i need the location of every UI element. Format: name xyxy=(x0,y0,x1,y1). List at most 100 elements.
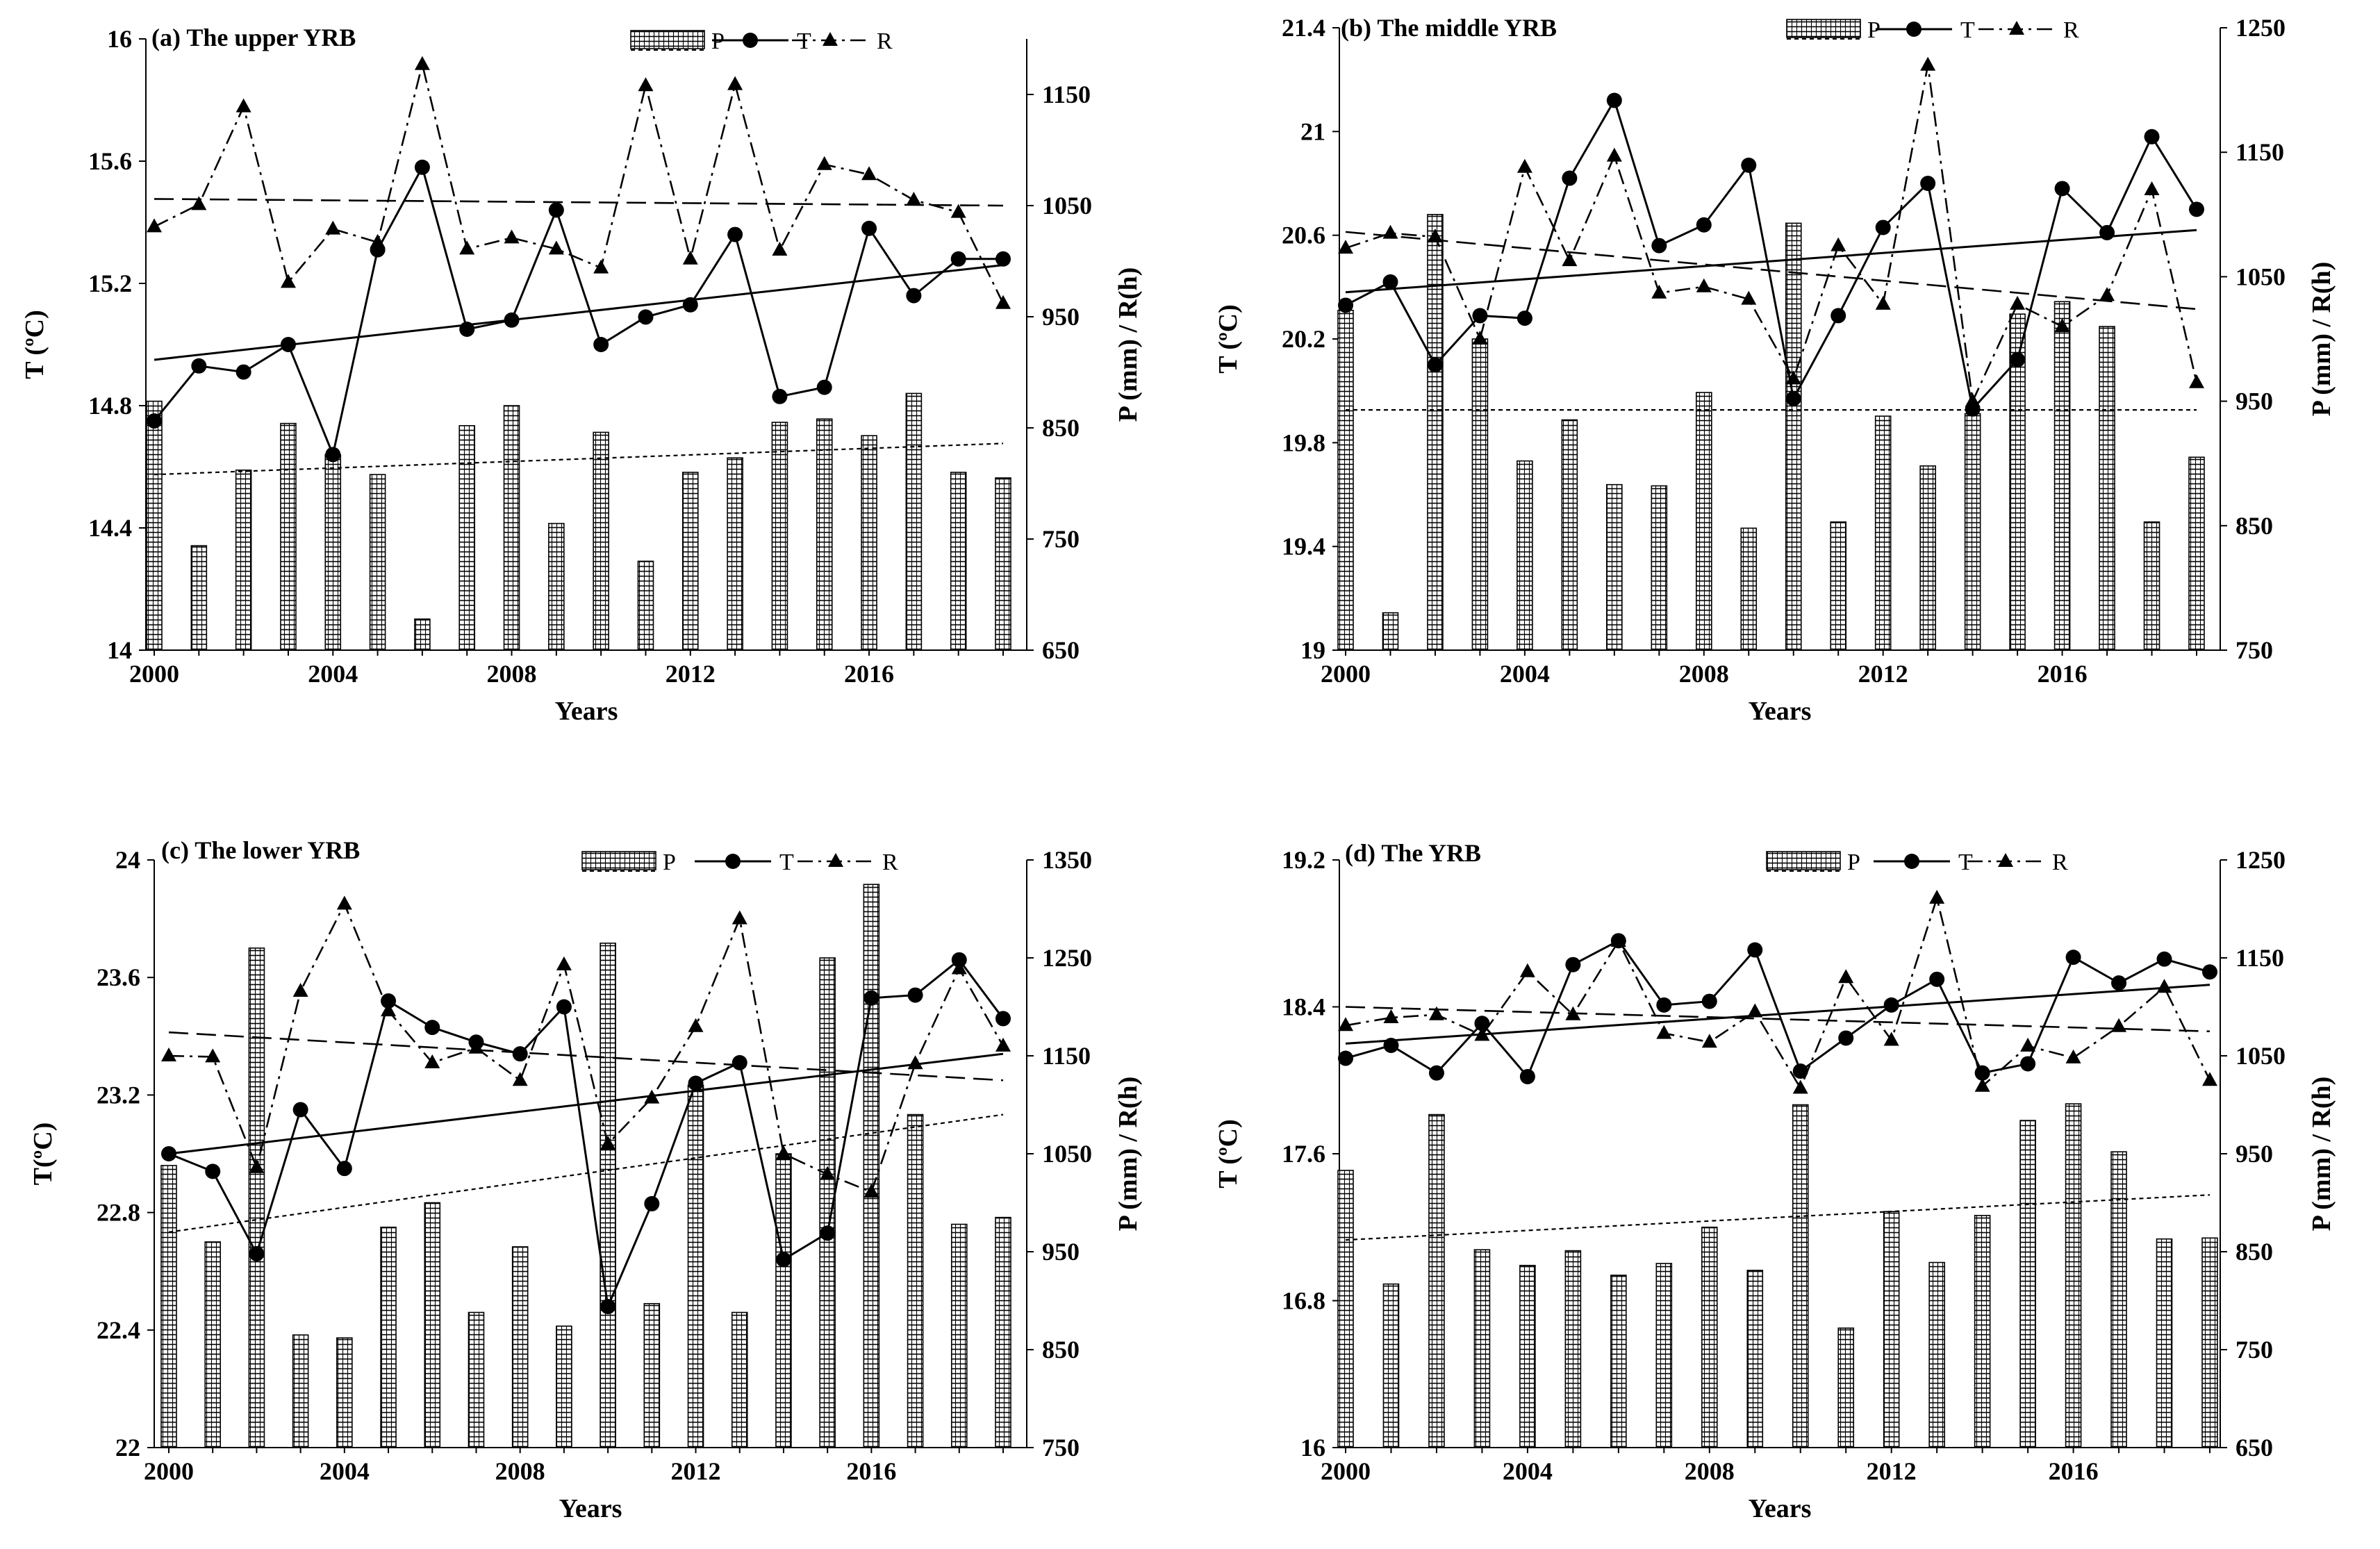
right-tick-label: 850 xyxy=(2236,1238,2273,1266)
legend-t-label: T xyxy=(797,28,811,54)
left-tick-label: 16 xyxy=(107,25,132,53)
right-tick-label: 850 xyxy=(1042,414,1080,442)
legend-r-label: R xyxy=(882,850,898,875)
p-bar xyxy=(2099,326,2115,651)
t-point xyxy=(1875,219,1891,235)
t-point xyxy=(638,309,654,325)
t-point xyxy=(280,337,296,352)
left-tick-label: 22 xyxy=(115,1434,140,1461)
r-point xyxy=(1741,290,1757,305)
t-point xyxy=(995,251,1011,267)
t-point xyxy=(459,322,475,337)
r-point xyxy=(1651,284,1667,299)
x-tick-label: 2016 xyxy=(844,660,894,688)
p-bar xyxy=(2065,1103,2082,1448)
r-point xyxy=(727,76,743,90)
t-series-line xyxy=(168,958,1005,1311)
t-point xyxy=(2156,951,2172,967)
legend-t-label: T xyxy=(779,850,794,875)
r-point xyxy=(2010,295,2026,310)
r-point xyxy=(1831,237,1846,251)
t-point xyxy=(1382,274,1398,290)
right-tick-label: 950 xyxy=(2236,388,2273,415)
p-bar xyxy=(458,424,476,651)
p-bar xyxy=(687,1084,704,1448)
t-point xyxy=(1565,956,1581,972)
t-point xyxy=(863,990,879,1006)
legend-r-label: R xyxy=(2063,17,2079,43)
p-bar xyxy=(950,1223,968,1448)
legend-p-swatch xyxy=(581,851,656,870)
r-point xyxy=(325,220,341,235)
t-point xyxy=(1338,1050,1353,1066)
r-series-line xyxy=(1345,65,2198,405)
t-point xyxy=(1701,993,1717,1009)
r-series-line xyxy=(1345,895,2211,1091)
x-tick-label: 2008 xyxy=(1679,660,1729,688)
r-point xyxy=(512,1072,528,1086)
p-bar xyxy=(2009,313,2026,651)
legend: PTR xyxy=(630,28,893,54)
r-point xyxy=(600,1135,616,1150)
p-bar xyxy=(1564,1250,1582,1448)
t-point xyxy=(2189,201,2204,217)
p-bar xyxy=(503,405,520,651)
t-point xyxy=(381,993,397,1009)
r-point xyxy=(732,910,747,925)
p-bar xyxy=(1874,415,1892,651)
t-point xyxy=(1610,933,1626,949)
left-tick-label: 22.8 xyxy=(97,1199,140,1227)
p-bar xyxy=(1964,413,1981,651)
t-point xyxy=(600,1298,616,1314)
p-bar xyxy=(511,1246,529,1448)
r-point xyxy=(1883,1032,1899,1046)
t-point xyxy=(2065,950,2081,966)
r-point xyxy=(995,1037,1011,1052)
p-bar xyxy=(424,1202,441,1448)
right-tick-label: 850 xyxy=(2236,512,2273,540)
r-point xyxy=(2111,1018,2127,1032)
r-point xyxy=(1696,278,1712,292)
p-bar xyxy=(548,522,565,651)
x-axis-title: Years xyxy=(555,697,618,726)
t-point xyxy=(1838,1030,1854,1046)
r-point xyxy=(1606,147,1622,162)
right-tick-label: 1150 xyxy=(2236,138,2284,166)
x-axis-title: Years xyxy=(1749,1494,1812,1523)
p-bar xyxy=(995,477,1011,651)
t-point xyxy=(249,1245,265,1261)
p-bar xyxy=(643,1302,661,1448)
p-bar xyxy=(1740,527,1758,651)
p-bar xyxy=(905,392,923,651)
panel-d: 16 16.8 17.6 18.4 19.2 650 750 850 950 1050 1150 12… xyxy=(1214,839,2336,1523)
left-axis-title: T (ºC) xyxy=(1214,304,1243,373)
t-point xyxy=(816,379,832,395)
r-point xyxy=(249,1159,265,1173)
x-tick-label: 2004 xyxy=(1500,660,1550,688)
p-bar xyxy=(1837,1327,1855,1448)
t-point xyxy=(775,1252,791,1268)
t-point xyxy=(370,242,386,258)
t-point xyxy=(772,388,788,404)
left-axis-title: T(ºC) xyxy=(28,1123,58,1186)
p-bar xyxy=(861,435,877,651)
legend-p-swatch xyxy=(1786,19,1861,38)
r-point xyxy=(1338,1017,1353,1032)
r-point xyxy=(205,1048,221,1063)
t-point xyxy=(732,1054,747,1070)
p-bar xyxy=(1655,1263,1673,1448)
x-tick-label: 2016 xyxy=(846,1457,896,1485)
p-bar xyxy=(2110,1151,2127,1448)
r-point xyxy=(1792,1079,1808,1094)
p-bar xyxy=(1561,419,1578,651)
p-bar xyxy=(1919,465,1936,651)
p-bar xyxy=(681,472,699,651)
right-tick-label: 1150 xyxy=(2236,944,2284,972)
t-series-line xyxy=(153,164,1003,458)
r-point xyxy=(414,56,430,70)
x-axis-title: Years xyxy=(1749,697,1812,726)
x-tick-label: 2016 xyxy=(2038,660,2088,688)
t-point xyxy=(1338,297,1353,313)
